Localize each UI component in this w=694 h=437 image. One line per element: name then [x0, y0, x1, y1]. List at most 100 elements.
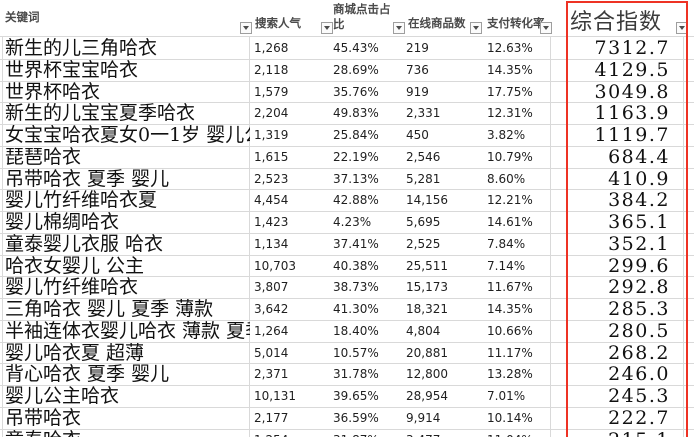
table-row[interactable]: 新生的儿三角哈衣 1,268 45.43% 219 12.63% 7312.7 — [0, 38, 694, 60]
cell-online-products[interactable]: 5,695 — [406, 215, 441, 230]
cell-mall-click-ratio[interactable]: 37.41% — [333, 236, 379, 251]
cell-mall-click-ratio[interactable]: 35.76% — [333, 84, 379, 99]
cell-online-products[interactable]: 2,331 — [406, 106, 441, 121]
cell-keyword[interactable]: 婴儿棉绸哈衣 — [5, 212, 120, 233]
table-row[interactable]: 哈衣女婴儿 公主 10,703 40.38% 25,511 7.14% 299.… — [0, 256, 694, 278]
cell-composite-index[interactable]: 285.3 — [608, 299, 670, 320]
table-row[interactable]: 吊带哈衣 2,177 36.59% 9,914 10.14% 222.7 — [0, 408, 694, 430]
filter-button-mall-click-ratio[interactable] — [393, 22, 405, 34]
column-header-composite-index[interactable]: 综合指数 — [570, 10, 663, 35]
cell-pay-conversion[interactable]: 7.14% — [487, 258, 526, 273]
cell-pay-conversion[interactable]: 14.35% — [487, 62, 533, 77]
cell-keyword[interactable]: 哈衣女婴儿 公主 — [5, 255, 145, 277]
cell-search-popularity[interactable]: 3,642 — [254, 302, 289, 317]
cell-online-products[interactable]: 4,804 — [406, 323, 441, 338]
table-row[interactable]: 婴儿哈衣夏 超薄 5,014 10.57% 20,881 11.17% 268.… — [0, 343, 694, 365]
filter-button-search-popularity[interactable] — [321, 22, 333, 34]
cell-search-popularity[interactable]: 4,454 — [254, 193, 289, 208]
cell-online-products[interactable]: 219 — [406, 41, 429, 55]
cell-search-popularity[interactable]: 1,423 — [254, 215, 289, 230]
cell-online-products[interactable]: 12,800 — [406, 367, 448, 382]
cell-composite-index[interactable]: 1163.9 — [594, 103, 670, 125]
cell-mall-click-ratio[interactable]: 37.13% — [333, 171, 379, 186]
cell-composite-index[interactable]: 365.1 — [608, 212, 670, 233]
table-row[interactable]: 琵琶哈衣 1,615 22.19% 2,546 10.79% 684.4 — [0, 147, 694, 169]
cell-search-popularity[interactable]: 1,134 — [254, 236, 289, 251]
cell-composite-index[interactable]: 215.1 — [550, 430, 694, 437]
cell-pay-conversion[interactable]: 10.14% — [487, 411, 533, 426]
cell-composite-index[interactable]: 1119.7 — [594, 125, 670, 146]
table-row[interactable]: 女宝宝哈衣夏女0一1岁 婴儿公主 1,319 25.84% 450 3.82% … — [0, 125, 694, 147]
cell-keyword[interactable]: 新生的儿宝宝夏季哈衣 — [5, 103, 196, 125]
cell-keyword[interactable]: 婴儿竹纤维哈衣夏 — [5, 190, 158, 212]
cell-pay-conversion[interactable]: 11.17% — [487, 345, 533, 360]
cell-keyword[interactable]: 童泰婴儿衣服 哈衣 — [5, 233, 164, 255]
cell-pay-conversion[interactable]: 13.28% — [487, 367, 533, 382]
cell-online-products[interactable]: 2,525 — [406, 236, 441, 251]
cell-search-popularity[interactable]: 2,118 — [254, 62, 289, 77]
cell-online-products[interactable]: 20,881 — [406, 345, 448, 360]
cell-mall-click-ratio[interactable]: 25.84% — [333, 128, 379, 143]
cell-search-popularity[interactable]: 10,703 — [254, 258, 296, 273]
filter-button-online-products[interactable] — [470, 22, 482, 34]
cell-pay-conversion[interactable]: 14.35% — [487, 302, 533, 317]
table-row[interactable]: 三角哈衣 婴儿 夏季 薄款 3,642 41.30% 18,321 14.35%… — [0, 299, 694, 321]
cell-online-products[interactable]: 18,321 — [406, 302, 448, 317]
cell-pay-conversion[interactable]: 17.75% — [487, 84, 533, 99]
filter-button-pay-conversion[interactable] — [540, 22, 552, 34]
cell-search-popularity[interactable]: 5,014 — [254, 345, 289, 360]
cell-mall-click-ratio[interactable]: 28.69% — [333, 62, 379, 77]
cell-keyword[interactable]: 女宝宝哈衣夏女0一1岁 婴儿公主 — [5, 125, 250, 146]
cell-keyword[interactable]: 婴儿哈衣夏 超薄 — [5, 342, 145, 364]
cell-composite-index[interactable]: 384.2 — [608, 190, 670, 212]
cell-pay-conversion[interactable]: 12.63% — [487, 41, 533, 55]
cell-mall-click-ratio[interactable]: 36.59% — [333, 411, 379, 426]
cell-search-popularity[interactable]: 1,268 — [254, 41, 289, 55]
cell-composite-index[interactable]: 3049.8 — [594, 81, 670, 103]
cell-online-products[interactable]: 2,546 — [406, 149, 441, 164]
cell-keyword[interactable]: 半袖连体衣婴儿哈衣 薄款 夏季 — [5, 320, 250, 342]
cell-online-products[interactable]: 450 — [406, 128, 429, 143]
cell-pay-conversion[interactable]: 8.60% — [487, 171, 526, 186]
cell-keyword[interactable]: 琵琶哈衣 — [5, 146, 82, 168]
table-row[interactable]: 世界杯哈衣 1,579 35.76% 919 17.75% 3049.8 — [0, 82, 694, 104]
cell-search-popularity[interactable]: 1,579 — [254, 84, 289, 99]
table-row[interactable]: 世界杯宝宝哈衣 2,118 28.69% 736 14.35% 4129.5 — [0, 60, 694, 82]
cell-keyword[interactable]: 吊带哈衣 — [5, 408, 82, 429]
cell-mall-click-ratio[interactable]: 39.65% — [333, 389, 379, 404]
table-row[interactable]: 童泰婴儿衣服 哈衣 1,134 37.41% 2,525 7.84% 352.1 — [0, 234, 694, 256]
cell-keyword[interactable]: 背心哈衣 夏季 婴儿 — [5, 364, 170, 386]
cell-composite-index[interactable]: 268.2 — [608, 342, 670, 364]
cell-search-popularity[interactable]: 2,371 — [254, 367, 289, 382]
cell-composite-index[interactable]: 4129.5 — [594, 59, 670, 81]
cell-mall-click-ratio[interactable]: 31.87% — [331, 430, 403, 437]
table-row[interactable]: 婴儿棉绸哈衣 1,423 4.23% 5,695 14.61% 365.1 — [0, 212, 694, 234]
cell-pay-conversion[interactable]: 12.21% — [487, 193, 533, 208]
cell-pay-conversion[interactable]: 7.01% — [487, 389, 526, 404]
column-header-keyword[interactable]: 关键词 — [5, 10, 40, 24]
column-header-mall-click-ratio[interactable]: 商城点击占比 — [333, 2, 391, 31]
cell-pay-conversion[interactable]: 11.67% — [487, 280, 533, 295]
cell-keyword[interactable]: 婴儿竹纤维哈衣 — [5, 277, 139, 299]
cell-online-products[interactable]: 736 — [406, 62, 429, 77]
cell-mall-click-ratio[interactable]: 31.78% — [333, 367, 379, 382]
table-row[interactable]: 婴儿竹纤维哈衣 3,807 38.73% 15,173 11.67% 292.8 — [0, 277, 694, 300]
filter-button-composite-index[interactable] — [676, 22, 688, 34]
column-header-online-products[interactable]: 在线商品数 — [408, 16, 466, 30]
cell-keyword[interactable]: 三角哈衣 婴儿 夏季 薄款 — [5, 299, 214, 320]
cell-pay-conversion[interactable]: 10.79% — [487, 149, 533, 164]
cell-mall-click-ratio[interactable]: 42.88% — [333, 193, 379, 208]
cell-search-popularity[interactable]: 3,807 — [254, 280, 289, 295]
cell-online-products[interactable]: 9,914 — [406, 411, 441, 426]
table-row[interactable]: 半袖连体衣婴儿哈衣 薄款 夏季 1,264 18.40% 4,804 10.66… — [0, 321, 694, 343]
cell-pay-conversion[interactable]: 3.82% — [487, 128, 526, 143]
column-header-pay-conversion[interactable]: 支付转化率 — [487, 16, 545, 30]
table-row[interactable]: 背心哈衣 夏季 婴儿 2,371 31.78% 12,800 13.28% 24… — [0, 364, 694, 387]
cell-search-popularity[interactable]: 1,254 — [250, 430, 331, 437]
cell-online-products[interactable]: 14,156 — [406, 193, 448, 208]
cell-composite-index[interactable]: 222.7 — [608, 408, 670, 429]
cell-mall-click-ratio[interactable]: 41.30% — [333, 302, 379, 317]
cell-pay-conversion[interactable]: 14.61% — [487, 215, 533, 230]
cell-search-popularity[interactable]: 1,319 — [254, 128, 289, 143]
column-header-search-popularity[interactable]: 搜索人气 — [255, 16, 301, 30]
